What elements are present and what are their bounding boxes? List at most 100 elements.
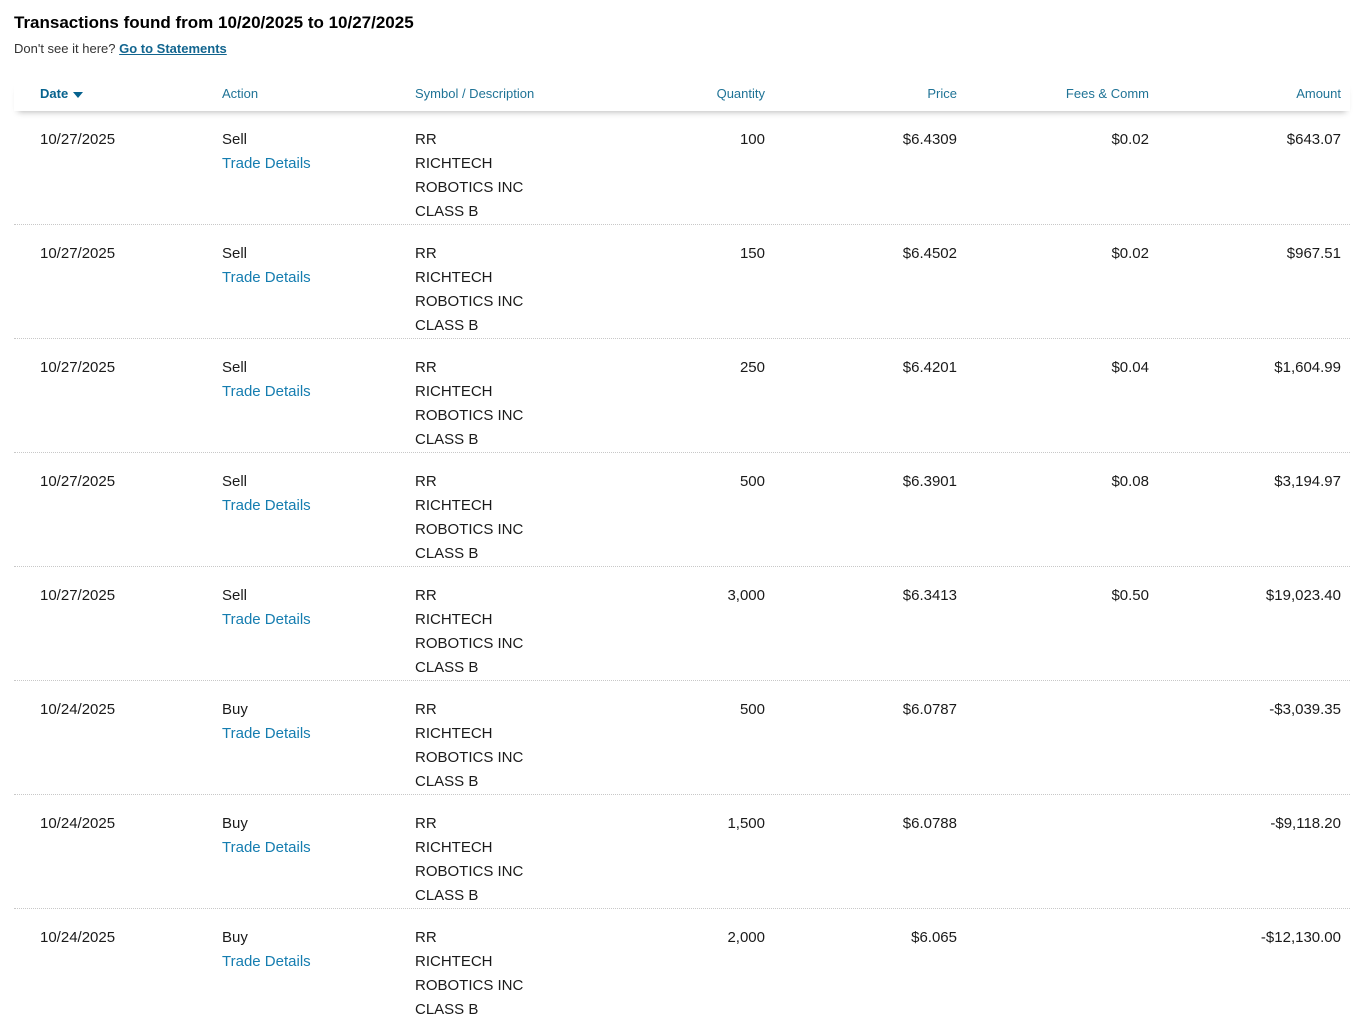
table-header-row: Date Action Symbol / Description Quantit…	[14, 81, 1350, 111]
amount-cell: $3,194.97	[1274, 473, 1341, 490]
column-header-date-label: Date	[40, 86, 69, 101]
description-value: RICHTECH ROBOTICS INC CLASS B	[415, 725, 524, 790]
amount-cell: $967.51	[1286, 245, 1341, 262]
price-cell: $6.3413	[902, 587, 957, 604]
symbol-value: RR	[415, 245, 437, 262]
amount-cell: -$3,039.35	[1269, 701, 1341, 718]
action-cell: Sell Trade Details	[222, 128, 415, 224]
amount-cell: $643.07	[1286, 131, 1341, 148]
price-cell: $6.0787	[902, 701, 957, 718]
quantity-cell: 1,500	[727, 815, 765, 832]
date-value: 10/27/2025	[40, 587, 116, 604]
quantity-cell: 500	[739, 473, 765, 490]
fees-cell: $0.02	[1111, 131, 1149, 148]
fees-cell: $0.04	[1111, 359, 1149, 376]
table-row: 10/24/2025 Buy Trade Details RR RICHTECH…	[14, 680, 1350, 794]
action-cell: Sell Trade Details	[222, 584, 415, 680]
fees-cell: $0.50	[1111, 587, 1149, 604]
description-value: RICHTECH ROBOTICS INC CLASS B	[415, 383, 524, 448]
go-to-statements-link[interactable]: Go to Statements	[119, 41, 227, 56]
symbol-value: RR	[415, 929, 437, 946]
date-cell: 10/24/2025	[14, 812, 222, 908]
action-cell: Sell Trade Details	[222, 242, 415, 338]
quantity-cell: 100	[739, 131, 765, 148]
date-value: 10/27/2025	[40, 131, 116, 148]
table-row: 10/27/2025 Sell Trade Details RR RICHTEC…	[14, 224, 1350, 338]
price-cell: $6.3901	[902, 473, 957, 490]
column-header-price[interactable]: Price	[927, 86, 957, 101]
symbol-description-cell: RR RICHTECH ROBOTICS INC CLASS B	[415, 356, 565, 452]
action-cell: Sell Trade Details	[222, 356, 415, 452]
price-cell: $6.4309	[902, 131, 957, 148]
symbol-description-cell: RR RICHTECH ROBOTICS INC CLASS B	[415, 926, 565, 1016]
subtitle-text: Don't see it here?	[14, 41, 116, 56]
symbol-value: RR	[415, 131, 437, 148]
quantity-cell: 150	[739, 245, 765, 262]
trade-details-link[interactable]: Trade Details	[222, 383, 311, 400]
description-value: RICHTECH ROBOTICS INC CLASS B	[415, 839, 524, 904]
action-label: Sell	[222, 131, 248, 148]
date-cell: 10/24/2025	[14, 926, 222, 1016]
quantity-cell: 2,000	[727, 929, 765, 946]
symbol-description-cell: RR RICHTECH ROBOTICS INC CLASS B	[415, 242, 565, 338]
fees-cell: $0.02	[1111, 245, 1149, 262]
column-header-quantity[interactable]: Quantity	[716, 86, 765, 101]
action-label: Buy	[222, 701, 248, 718]
transactions-table-body: 10/27/2025 Sell Trade Details RR RICHTEC…	[14, 111, 1350, 1016]
description-value: RICHTECH ROBOTICS INC CLASS B	[415, 953, 524, 1016]
column-header-fees-comm[interactable]: Fees & Comm	[1065, 86, 1149, 101]
price-cell: $6.0788	[902, 815, 957, 832]
column-header-date[interactable]: Date	[14, 86, 222, 101]
action-cell: Buy Trade Details	[222, 698, 415, 794]
trade-details-link[interactable]: Trade Details	[222, 269, 311, 286]
action-cell: Buy Trade Details	[222, 926, 415, 1016]
column-header-action[interactable]: Action	[222, 86, 259, 101]
action-cell: Sell Trade Details	[222, 470, 415, 566]
date-value: 10/27/2025	[40, 245, 116, 262]
symbol-value: RR	[415, 701, 437, 718]
symbol-description-cell: RR RICHTECH ROBOTICS INC CLASS B	[415, 812, 565, 908]
date-cell: 10/24/2025	[14, 698, 222, 794]
fees-cell	[957, 698, 1149, 794]
table-row: 10/27/2025 Sell Trade Details RR RICHTEC…	[14, 111, 1350, 224]
trade-details-link[interactable]: Trade Details	[222, 155, 311, 172]
transactions-table: Date Action Symbol / Description Quantit…	[14, 81, 1350, 1016]
date-value: 10/24/2025	[40, 815, 116, 832]
page-title: Transactions found from 10/20/2025 to 10…	[14, 13, 414, 32]
date-cell: 10/27/2025	[14, 584, 222, 680]
action-label: Buy	[222, 815, 248, 832]
amount-cell: $1,604.99	[1274, 359, 1341, 376]
fees-cell: $0.08	[1111, 473, 1149, 490]
description-value: RICHTECH ROBOTICS INC CLASS B	[415, 497, 524, 562]
trade-details-link[interactable]: Trade Details	[222, 953, 311, 970]
action-label: Sell	[222, 473, 248, 490]
price-cell: $6.065	[911, 929, 957, 946]
action-label: Buy	[222, 929, 248, 946]
trade-details-link[interactable]: Trade Details	[222, 725, 311, 742]
amount-cell: -$12,130.00	[1260, 929, 1341, 946]
sort-desc-icon	[73, 92, 84, 98]
trade-details-link[interactable]: Trade Details	[222, 611, 311, 628]
column-header-amount[interactable]: Amount	[1296, 86, 1341, 101]
quantity-cell: 250	[739, 359, 765, 376]
date-value: 10/27/2025	[40, 359, 116, 376]
table-row: 10/27/2025 Sell Trade Details RR RICHTEC…	[14, 566, 1350, 680]
subtitle: Don't see it here? Go to Statements	[14, 40, 1350, 57]
description-value: RICHTECH ROBOTICS INC CLASS B	[415, 155, 524, 220]
date-value: 10/24/2025	[40, 929, 116, 946]
quantity-cell: 500	[739, 701, 765, 718]
table-row: 10/27/2025 Sell Trade Details RR RICHTEC…	[14, 338, 1350, 452]
date-cell: 10/27/2025	[14, 470, 222, 566]
price-cell: $6.4502	[902, 245, 957, 262]
fees-cell	[957, 926, 1149, 1016]
action-cell: Buy Trade Details	[222, 812, 415, 908]
amount-cell: -$9,118.20	[1270, 815, 1341, 832]
column-header-symbol-description[interactable]: Symbol / Description	[415, 86, 535, 101]
trade-details-link[interactable]: Trade Details	[222, 497, 311, 514]
price-cell: $6.4201	[902, 359, 957, 376]
table-row: 10/24/2025 Buy Trade Details RR RICHTECH…	[14, 908, 1350, 1016]
date-value: 10/24/2025	[40, 701, 116, 718]
description-value: RICHTECH ROBOTICS INC CLASS B	[415, 611, 524, 676]
trade-details-link[interactable]: Trade Details	[222, 839, 311, 856]
